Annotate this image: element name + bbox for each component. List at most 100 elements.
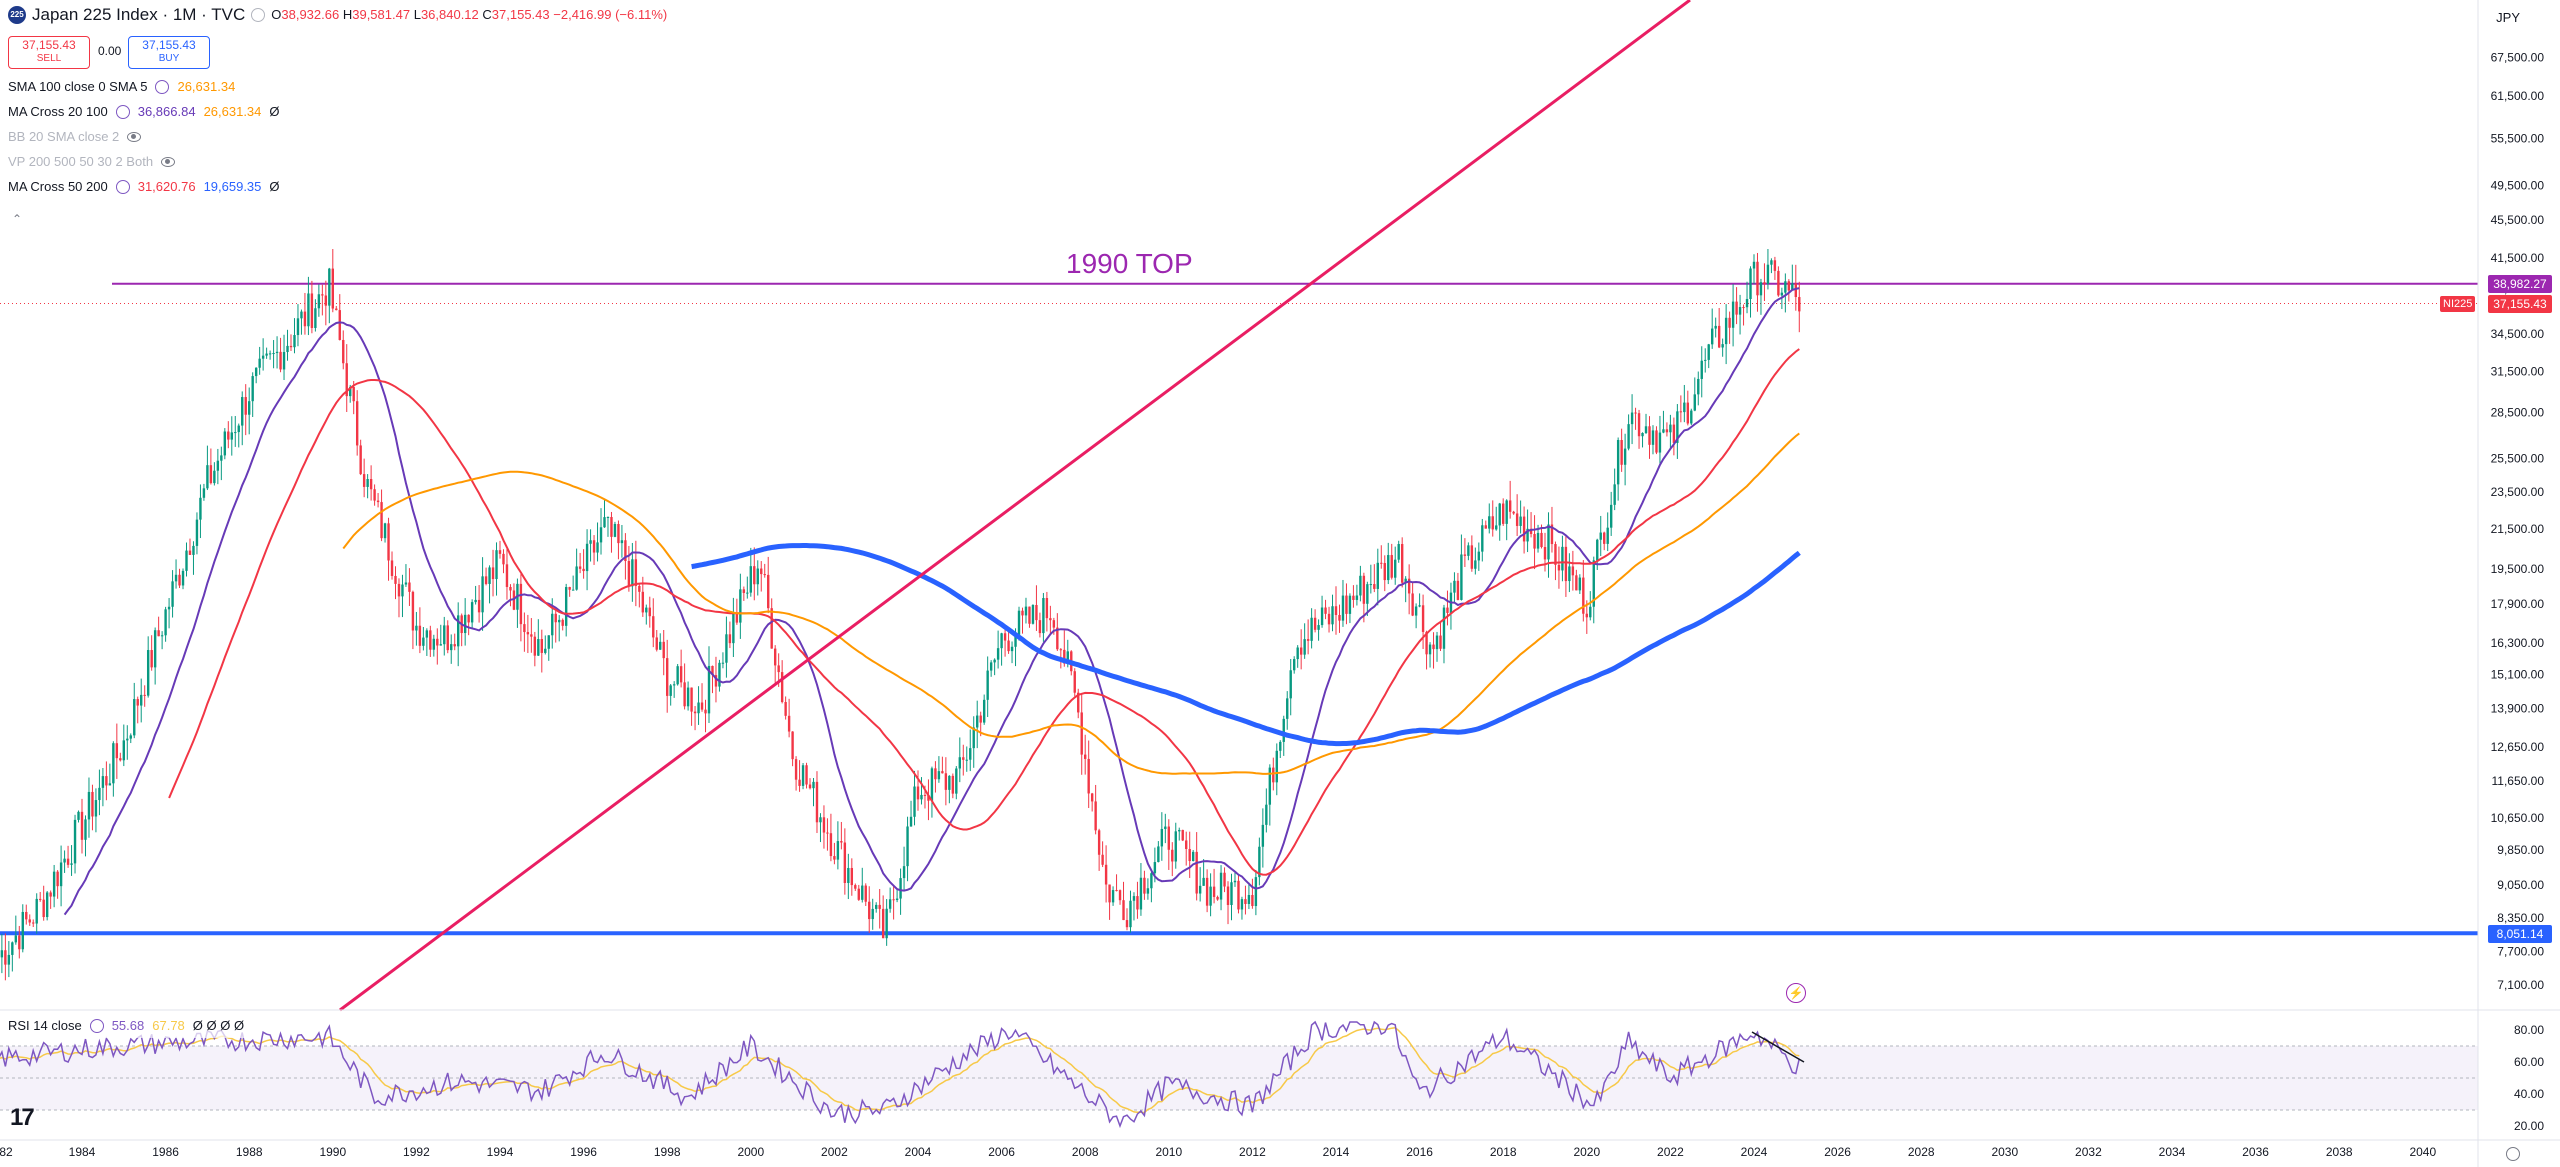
candle-body <box>1296 647 1299 660</box>
candle-body <box>1714 325 1717 329</box>
candle-body <box>418 625 422 646</box>
candle-body <box>369 479 373 490</box>
candle-body <box>1735 301 1738 315</box>
time-tick-label: 1986 <box>152 1145 179 1159</box>
settings-icon[interactable] <box>155 79 170 94</box>
candle-body <box>502 553 505 565</box>
candle-body <box>1394 559 1397 578</box>
candle-body <box>672 684 676 686</box>
candle-body <box>1178 829 1181 832</box>
candle-body <box>791 731 794 760</box>
candle-body <box>1446 607 1449 613</box>
candle-body <box>836 841 840 860</box>
indicator-value: 19,659.35 <box>203 179 262 194</box>
time-tick-label: 1988 <box>236 1145 263 1159</box>
candle-body <box>181 570 185 586</box>
candle-body <box>1637 413 1641 437</box>
candle-body <box>683 682 686 707</box>
candle-body <box>1387 555 1390 581</box>
annotation-1990-top[interactable]: 1990 TOP <box>1066 248 1193 279</box>
candle-body <box>1620 440 1623 465</box>
candle-body <box>634 559 638 586</box>
candle-body <box>659 641 662 650</box>
settings-icon[interactable] <box>89 1018 104 1033</box>
candle-body <box>355 401 359 446</box>
price-tick-label: 10,650.00 <box>2491 811 2545 825</box>
collapse-chevron-icon[interactable]: ⌃ <box>12 212 23 226</box>
candle-body <box>1648 426 1651 445</box>
candle-body <box>174 574 178 582</box>
rsi-legend[interactable]: RSI 14 close 55.68 67.78 Ø Ø Ø Ø <box>8 1013 245 1038</box>
settings-icon[interactable] <box>115 104 130 119</box>
candle-body <box>467 614 470 623</box>
candle-body <box>251 376 254 402</box>
lightning-icon[interactable]: ⚡ <box>1786 983 1806 1003</box>
candle-body <box>342 339 345 364</box>
candle-body <box>1470 545 1474 569</box>
currency-label[interactable]: JPY <box>2496 10 2520 25</box>
candle-body <box>704 709 707 714</box>
timezone-icon[interactable] <box>2506 1147 2520 1161</box>
candle-body <box>80 811 84 840</box>
candle-body <box>1240 899 1244 910</box>
chart-title[interactable]: Japan 225 Index · 1M · TVC <box>32 5 246 24</box>
candle-body <box>1216 896 1219 900</box>
candle-body <box>753 566 756 585</box>
indicator-row[interactable]: SMA 100 close 0 SMA 5 26,631.34 <box>8 74 280 99</box>
candle-body <box>1031 604 1035 624</box>
candle-body <box>188 550 192 555</box>
settings-icon[interactable] <box>115 179 130 194</box>
indicator-row[interactable]: BB 20 SMA close 2 <box>8 124 280 149</box>
candle-body <box>568 587 571 590</box>
candle-body <box>160 635 164 637</box>
candle-body <box>1038 620 1042 634</box>
candle-body <box>1373 584 1376 589</box>
candle-body <box>39 898 42 900</box>
candle-body <box>1686 402 1690 424</box>
candle-body <box>822 817 826 833</box>
candle-body <box>1519 516 1522 526</box>
candle-body <box>331 268 334 309</box>
candle-body <box>376 500 380 503</box>
candle-body <box>279 351 282 370</box>
candle-body <box>32 922 35 924</box>
price-tick-label: 8,350.00 <box>2497 911 2544 925</box>
candle-body <box>1362 575 1366 604</box>
trendline[interactable] <box>339 0 1691 1012</box>
candle-body <box>540 639 543 653</box>
candle-body <box>35 898 38 924</box>
indicator-row[interactable]: MA Cross 20 100 36,866.84 26,631.34 Ø <box>8 99 280 124</box>
candle-body <box>878 904 881 909</box>
candle-body <box>227 431 230 440</box>
hidden-eye-icon[interactable] <box>161 156 176 167</box>
indicator-row[interactable]: VP 200 500 50 30 2 Both <box>8 149 280 174</box>
candle-body <box>693 711 697 714</box>
candle-body <box>42 899 45 918</box>
indicator-row[interactable]: MA Cross 50 200 31,620.76 19,659.35 Ø <box>8 174 280 199</box>
candle-body <box>1550 524 1554 545</box>
symbol-logo[interactable]: 225 <box>8 6 26 24</box>
hidden-eye-icon[interactable] <box>127 131 142 142</box>
candle-body <box>300 311 303 319</box>
candle-body <box>1630 412 1634 425</box>
candle-body <box>1010 646 1014 652</box>
candle-body <box>1627 424 1630 449</box>
candle-body <box>1724 317 1728 345</box>
candle-body <box>982 699 986 723</box>
candle-body <box>1024 606 1028 616</box>
candle-body <box>1279 741 1282 751</box>
tradingview-logo-icon[interactable]: 17 <box>10 1104 35 1131</box>
candle-body <box>1554 544 1557 565</box>
candle-body <box>714 675 718 687</box>
buy-button[interactable]: 37,155.43 BUY <box>128 36 210 69</box>
more-icon[interactable] <box>251 8 266 22</box>
candle-body <box>314 308 317 328</box>
sell-button[interactable]: 37,155.43 SELL <box>8 36 90 69</box>
candle-body <box>1233 880 1237 883</box>
candle-body <box>526 632 530 635</box>
candle-body <box>56 871 59 887</box>
trendline-diagonal <box>339 0 1691 1012</box>
candle-body <box>868 901 871 920</box>
candle-body <box>655 637 658 650</box>
